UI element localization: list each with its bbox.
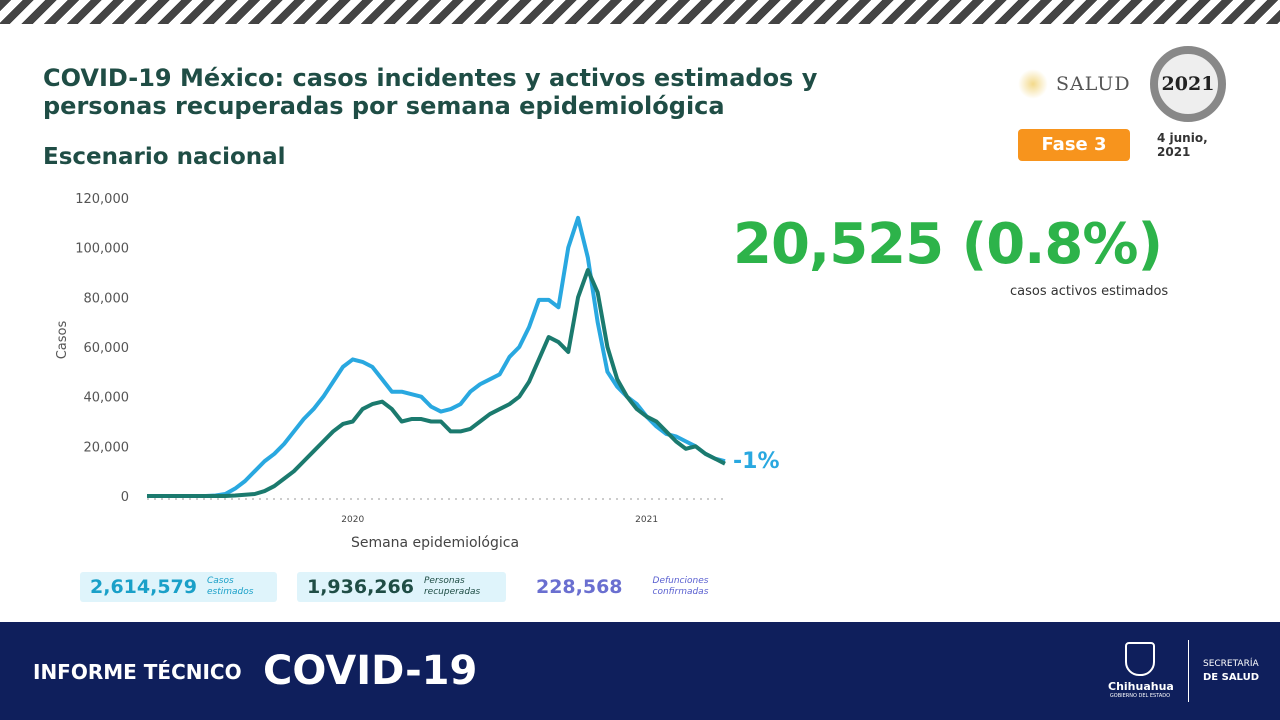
page-subtitle: Escenario nacional [43, 144, 286, 170]
y-tick-label: 0 [121, 490, 129, 505]
divider [1188, 640, 1189, 702]
stat-label: Personas recuperadas [423, 576, 481, 597]
decorative-stripes [0, 0, 1280, 24]
stat-label: Defunciones confirmadas [652, 576, 709, 597]
stat-value: 228,568 [535, 576, 623, 598]
page-title: COVID-19 México: casos incidentes y acti… [43, 64, 818, 120]
phase-badge: Fase 3 [1018, 129, 1130, 161]
stat-value: 2,614,579 [90, 576, 197, 598]
series-line-1 [147, 268, 726, 498]
active-cases-caption: casos activos estimados [1010, 284, 1169, 299]
org-name: Chihuahua [1108, 680, 1174, 693]
change-label: -1% [733, 449, 779, 474]
y-tick-label: 20,000 [84, 440, 130, 455]
y-tick-label: 80,000 [84, 291, 130, 306]
seal-2021-logo: 2021 [1150, 46, 1226, 122]
secretaria-logo: SECRETARÍA DE SALUD [1203, 658, 1259, 685]
y-tick-label: 120,000 [75, 192, 129, 207]
stat-label: Casos estimados [206, 576, 254, 597]
stat-estimated-cases: 2,614,579 Casos estimados [80, 572, 277, 602]
series-line-0 [147, 215, 726, 498]
y-tick-label: 60,000 [84, 341, 130, 356]
y-tick-label: 40,000 [84, 391, 130, 406]
footer-covid-label: COVID-19 [263, 648, 478, 694]
x-axis-label: Semana epidemiológica [351, 535, 519, 551]
salud-logo-text: SALUD [1056, 73, 1131, 95]
year-label: 2021 [635, 515, 658, 525]
footer-banner: INFORME TÉCNICO COVID-19 Chihuahua GOBIER… [0, 622, 1280, 720]
report-date: 4 junio, 2021 [1157, 131, 1208, 159]
stat-value: 1,936,266 [306, 576, 414, 598]
active-cases-value: 20,525 (0.8%) [733, 212, 1163, 277]
chihuahua-logo: Chihuahua GOBIERNO DEL ESTADO [1108, 642, 1174, 699]
sun-icon [1018, 69, 1048, 99]
stat-deaths: 228,568 Defunciones confirmadas [526, 572, 738, 602]
salud-logo: SALUD [1018, 69, 1131, 99]
year-label: 2020 [341, 515, 364, 525]
stat-recovered: 1,936,266 Personas recuperadas [296, 572, 506, 602]
footer-report-label: INFORME TÉCNICO [33, 660, 242, 684]
y-tick-label: 100,000 [75, 242, 129, 257]
y-axis-label: Casos [55, 321, 70, 360]
dept-line1: SECRETARÍA [1203, 659, 1259, 669]
stats-row: 2,614,579 Casos estimados 1,936,266 Person… [80, 572, 738, 602]
shield-icon [1125, 642, 1155, 676]
org-sub: GOBIERNO DEL ESTADO [1109, 693, 1171, 699]
slide: COVID-19 México: casos incidentes y acti… [0, 24, 1280, 622]
dept-line2: DE SALUD [1203, 672, 1259, 683]
